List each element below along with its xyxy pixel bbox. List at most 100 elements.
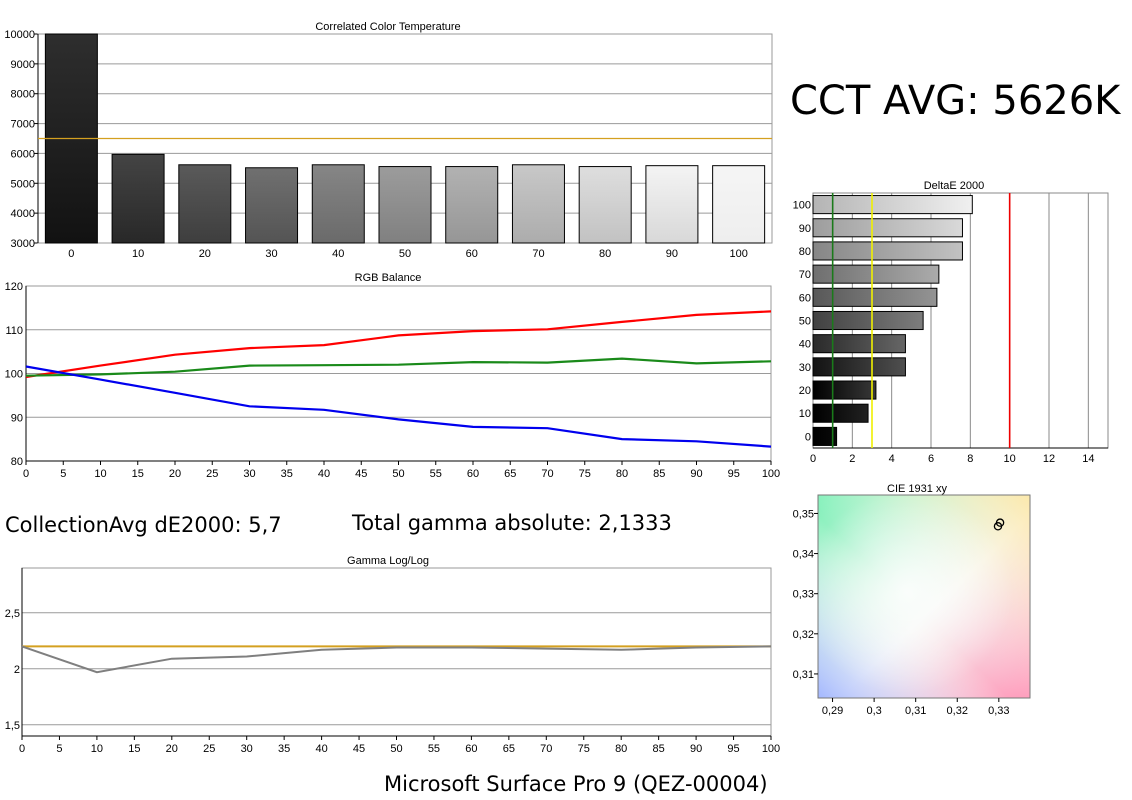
gamma-series-line xyxy=(21,645,772,674)
gamma-xtick-label: 95 xyxy=(727,743,739,755)
gamma-xtick-label: 50 xyxy=(390,743,402,755)
rgb-xtick-label: 40 xyxy=(318,468,330,480)
deltae-bar xyxy=(812,426,838,446)
deltae-category-label: 20 xyxy=(799,385,811,397)
gamma-xtick-label: 75 xyxy=(578,743,590,755)
deltae-xtick-label: 6 xyxy=(928,453,934,465)
cie-xtick-label: 0,32 xyxy=(947,705,968,717)
rgb-xtick-label: 45 xyxy=(355,468,367,480)
cie-chart-title: CIE 1931 xy xyxy=(887,483,947,495)
rgb-xtick-label: 70 xyxy=(541,468,553,480)
gamma-xtick-label: 15 xyxy=(128,743,140,755)
rgb-series-blue xyxy=(25,365,772,448)
cct-xtick-label: 100 xyxy=(729,248,747,260)
rgb-xtick-label: 30 xyxy=(243,468,255,480)
deltae-xtick-label: 10 xyxy=(1004,453,1016,465)
deltae-category-label: 70 xyxy=(799,269,811,281)
rgb-ytick-label: 110 xyxy=(5,325,23,337)
gamma-chart-svg: Gamma Log/Log 1,5 2 2,5 0 5 10 15 20 25 30 35 40 45 5… xyxy=(5,555,780,755)
deltae-bar xyxy=(812,241,963,261)
deltae-xtick-label: 4 xyxy=(889,453,895,465)
rgb-ytick-label: 100 xyxy=(5,369,23,381)
cct-bar xyxy=(111,153,165,244)
cct-xtick-label: 20 xyxy=(199,248,211,260)
deltae-bar xyxy=(812,264,940,284)
rgb-series-red xyxy=(25,310,772,379)
cct-bar xyxy=(712,165,766,244)
rgb-xtick-label: 5 xyxy=(60,468,66,480)
gamma-xtick-label: 90 xyxy=(690,743,702,755)
gamma-xtick-label: 45 xyxy=(353,743,365,755)
cct-bar xyxy=(178,164,232,244)
cct-chart: Correlated Color Temperature 3000 4000 500… xyxy=(0,14,780,264)
rgb-xtick-label: 65 xyxy=(504,468,516,480)
cct-xtick-label: 50 xyxy=(399,248,411,260)
cct-xtick-label: 0 xyxy=(68,248,74,260)
cie-xtick-label: 0,31 xyxy=(905,705,926,717)
collection-average-label: CollectionAvg dE2000: 5,7 xyxy=(5,513,282,537)
cct-xtick-label: 60 xyxy=(466,248,478,260)
cct-bar xyxy=(578,166,632,244)
deltae-bar xyxy=(812,334,906,354)
cct-bar xyxy=(645,165,699,244)
rgb-xtick-label: 85 xyxy=(653,468,665,480)
rgb-xtick-label: 50 xyxy=(392,468,404,480)
deltae-chart: DeltaE 2000 0 2 4 6 8 10 12 14 0 10 20 30 40 50 60 70 80… xyxy=(778,176,1118,476)
deltae-bar xyxy=(812,218,963,238)
gamma-chart-title: Gamma Log/Log xyxy=(347,555,429,567)
cie-xtick-label: 0,3 xyxy=(866,705,881,717)
cie-plot-frame xyxy=(817,494,1031,699)
rgb-xtick-label: 55 xyxy=(430,468,442,480)
rgb-xtick-label: 15 xyxy=(132,468,144,480)
cie-chart: CIE 1931 xy 0,31 0,32 0,33 0,34 0,35 0,29 0,3 0… xyxy=(778,476,1048,726)
gamma-xtick-label: 5 xyxy=(56,743,62,755)
gamma-xtick-label: 65 xyxy=(503,743,515,755)
rgb-xtick-label: 0 xyxy=(23,468,29,480)
deltae-category-label: 100 xyxy=(793,200,811,212)
cct-ytick-label: 8000 xyxy=(11,89,35,101)
rgb-balance-chart: RGB Balance 80 90 100 110 120 0 5 10 15 20 25 30 35 4… xyxy=(0,268,785,488)
deltae-xtick-label: 12 xyxy=(1043,453,1055,465)
total-gamma-label: Total gamma absolute: 2,1333 xyxy=(352,511,672,535)
gamma-xtick-label: 60 xyxy=(465,743,477,755)
rgb-xtick-label: 80 xyxy=(616,468,628,480)
cie-ytick-label: 0,34 xyxy=(793,549,814,561)
cct-bar xyxy=(445,166,499,244)
rgb-xtick-label: 100 xyxy=(762,468,780,480)
cct-average-label: CCT AVG: 5626K xyxy=(790,78,1121,124)
deltae-xtick-label: 14 xyxy=(1082,453,1094,465)
cie-xtick-label: 0,33 xyxy=(988,705,1009,717)
deltae-category-label: 90 xyxy=(799,223,811,235)
deltae-category-label: 30 xyxy=(799,362,811,374)
gamma-xtick-label: 0 xyxy=(19,743,25,755)
rgb-series-green xyxy=(25,357,772,377)
cie-chart-svg: CIE 1931 xy 0,31 0,32 0,33 0,34 0,35 0,29 0,3 0… xyxy=(793,483,1031,717)
cct-xtick-label: 30 xyxy=(265,248,277,260)
gamma-xtick-label: 10 xyxy=(91,743,103,755)
rgb-xtick-label: 95 xyxy=(728,468,740,480)
cie-ytick-label: 0,35 xyxy=(793,508,814,520)
rgb-ytick-label: 120 xyxy=(5,281,23,293)
deltae-category-label: 10 xyxy=(799,408,811,420)
cct-xtick-label: 90 xyxy=(666,248,678,260)
deltae-bar xyxy=(812,380,877,400)
deltae-bar xyxy=(812,403,869,423)
rgb-xtick-label: 25 xyxy=(206,468,218,480)
cct-bar xyxy=(245,167,299,244)
cie-measurement-point xyxy=(995,518,1005,527)
deltae-category-label: 60 xyxy=(799,292,811,304)
cct-ytick-label: 10000 xyxy=(4,29,35,41)
rgb-xtick-label: 35 xyxy=(281,468,293,480)
rgb-chart-title: RGB Balance xyxy=(355,272,422,284)
cct-xtick-label: 70 xyxy=(532,248,544,260)
cie-ytick-label: 0,33 xyxy=(793,589,814,601)
gamma-xtick-label: 100 xyxy=(762,743,780,755)
cct-ytick-label: 7000 xyxy=(11,119,35,131)
deltae-xtick-label: 8 xyxy=(967,453,973,465)
cie-ytick-label: 0,31 xyxy=(793,669,814,681)
cct-bar xyxy=(311,164,365,244)
device-caption: Microsoft Surface Pro 9 (QEZ-00004) xyxy=(384,772,768,796)
cct-ytick-label: 5000 xyxy=(11,178,35,190)
cct-ytick-label: 4000 xyxy=(11,208,35,220)
gamma-xtick-label: 20 xyxy=(166,743,178,755)
